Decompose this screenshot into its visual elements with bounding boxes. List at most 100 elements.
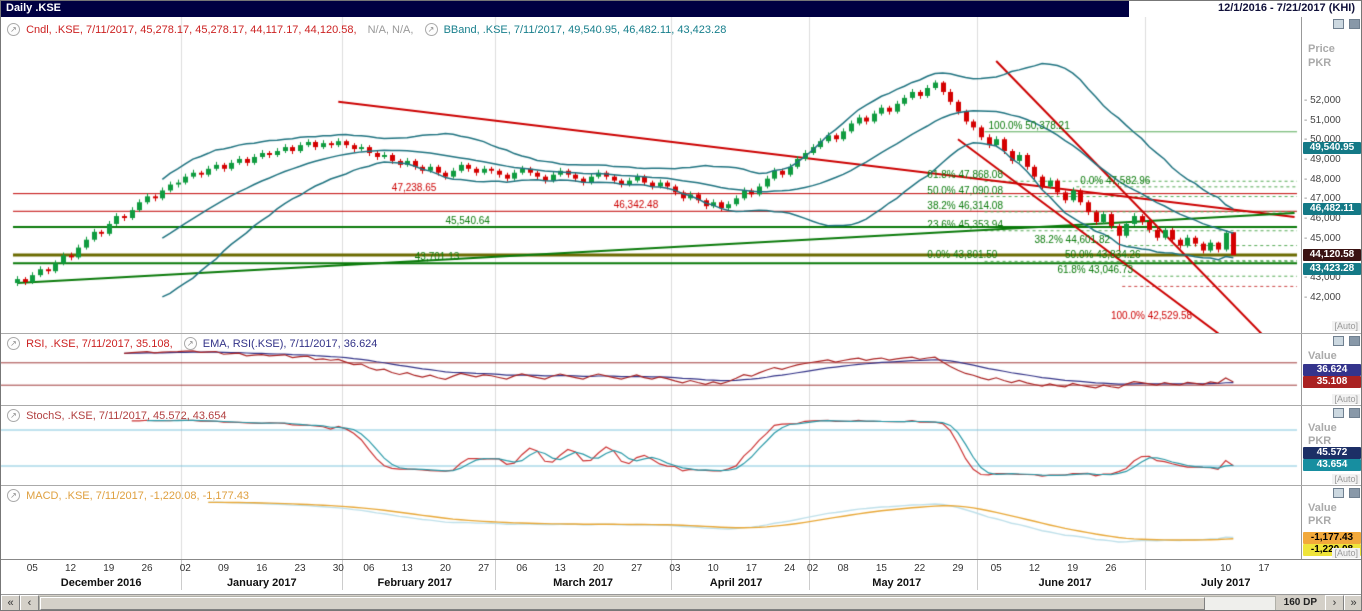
auto-scale-label[interactable]: [Auto] bbox=[1332, 548, 1360, 558]
date-range-label: 12/1/2016 - 7/21/2017 (KHI) bbox=[1218, 2, 1355, 14]
date-tick: 26 bbox=[1105, 563, 1117, 574]
maximize-panel-icon[interactable] bbox=[1332, 19, 1344, 29]
time-axis[interactable]: 05 12 19 26 02 09 16 23 30 06 13 20 27 06 13 20 27 03 10 17… bbox=[1, 559, 1361, 595]
scrollbar-track[interactable] bbox=[39, 596, 1276, 610]
auto-scale-label[interactable]: [Auto] bbox=[1332, 321, 1360, 331]
date-tick: 29 bbox=[952, 563, 964, 574]
month-separator bbox=[671, 560, 672, 590]
auto-scale-label[interactable]: [Auto] bbox=[1332, 394, 1360, 404]
month-label: April 2017 bbox=[709, 577, 763, 589]
date-tick: 05 bbox=[990, 563, 1002, 574]
date-tick: 12 bbox=[64, 563, 77, 574]
date-tick: 09 bbox=[217, 563, 230, 574]
month-label: December 2016 bbox=[60, 577, 142, 589]
maximize-panel-icon[interactable] bbox=[1332, 408, 1344, 418]
maximize-panel-icon[interactable] bbox=[1332, 336, 1344, 346]
stochastic-axis[interactable]: Value PKR 45.572 43.654 [Auto] bbox=[1301, 406, 1361, 486]
date-tick: 27 bbox=[478, 563, 490, 574]
legend-bband[interactable]: BBand, .KSE, 7/11/2017, 49,540.95, 46,48… bbox=[443, 23, 727, 36]
close-panel-icon[interactable] bbox=[1349, 336, 1360, 346]
macd-canvas[interactable] bbox=[1, 486, 1301, 560]
rsi-axis[interactable]: Value 36.624 35.108 [Auto] bbox=[1301, 334, 1361, 406]
date-tick: 23 bbox=[294, 563, 306, 574]
date-tick: 30 bbox=[332, 563, 344, 574]
scroll-left-button[interactable]: ‹ bbox=[20, 595, 39, 610]
rsi-canvas[interactable] bbox=[1, 334, 1301, 406]
legend-ema[interactable]: EMA, RSI(.KSE), 7/11/2017, 36.624 bbox=[202, 337, 378, 350]
data-points-label: 160 DP bbox=[1283, 597, 1317, 608]
stochastic-canvas[interactable] bbox=[1, 406, 1301, 486]
month-separator bbox=[977, 560, 978, 590]
date-tick: 06 bbox=[363, 563, 375, 574]
axis-unit-label: PKR bbox=[1308, 435, 1332, 447]
axis-unit-label: Value bbox=[1308, 422, 1337, 434]
legend-cndl[interactable]: Cndl, .KSE, 7/11/2017, 45,278.17, 45,278… bbox=[26, 23, 357, 36]
date-tick: 27 bbox=[631, 563, 643, 574]
panel-controls bbox=[1331, 336, 1360, 349]
main-chart-panel: ↗ Cndl, .KSE, 7/11/2017, 45,278.17, 45,2… bbox=[1, 17, 1361, 333]
value-badge: 35.108 bbox=[1303, 375, 1361, 388]
scroll-far-left-button[interactable]: « bbox=[1, 595, 20, 610]
indicator-expand-icon[interactable]: ↗ bbox=[183, 337, 197, 350]
stochastic-legend: ↗ StochS, .KSE, 7/11/2017, 45.572, 43.65… bbox=[7, 409, 234, 422]
date-tick: 26 bbox=[141, 563, 153, 574]
legend-stochs[interactable]: StochS, .KSE, 7/11/2017, 45.572, 43.654 bbox=[26, 409, 227, 422]
indicator-expand-icon[interactable]: ↗ bbox=[7, 337, 20, 350]
macd-panel: ↗ MACD, .KSE, 7/11/2017, -1,220.08, -1,1… bbox=[1, 485, 1361, 560]
macd-axis[interactable]: Value PKR -1,177.43-1,220.08 [Auto] bbox=[1301, 486, 1361, 560]
close-panel-icon[interactable] bbox=[1349, 408, 1360, 418]
indicator-expand-icon[interactable]: ↗ bbox=[7, 23, 20, 36]
legend-macd[interactable]: MACD, .KSE, 7/11/2017, -1,220.08, -1,177… bbox=[26, 489, 250, 502]
maximize-panel-icon[interactable] bbox=[1332, 488, 1344, 498]
date-tick: 17 bbox=[745, 563, 757, 574]
price-tick: 51,000 bbox=[1304, 115, 1341, 126]
date-tick: 20 bbox=[592, 563, 604, 574]
scroll-far-right-button[interactable]: » bbox=[1344, 595, 1361, 610]
indicator-expand-icon[interactable]: ↗ bbox=[7, 409, 20, 422]
price-tick: 46,000 bbox=[1304, 213, 1341, 224]
price-tick: 50,000 bbox=[1304, 134, 1341, 145]
close-panel-icon[interactable] bbox=[1349, 488, 1360, 498]
date-tick: 10 bbox=[1220, 563, 1232, 574]
price-tick: 49,000 bbox=[1304, 154, 1341, 165]
indicator-expand-icon[interactable]: ↗ bbox=[7, 489, 20, 502]
panel-controls bbox=[1331, 19, 1360, 32]
scrollbar-thumb[interactable] bbox=[40, 597, 1205, 610]
value-badge: 45.572 bbox=[1303, 447, 1361, 460]
price-tick: 48,000 bbox=[1304, 174, 1341, 185]
value-badge: 43,423.28 bbox=[1303, 262, 1361, 275]
auto-scale-label[interactable]: [Auto] bbox=[1332, 474, 1360, 484]
panel-controls bbox=[1331, 488, 1360, 501]
window-titlebar[interactable]: Daily .KSE 12/1/2016 - 7/21/2017 (KHI) bbox=[1, 1, 1361, 18]
panel-controls bbox=[1331, 408, 1360, 421]
price-tick: 47,000 bbox=[1304, 193, 1341, 204]
price-axis[interactable]: Price PKR 52,000 51,000 50,000 49,000 48,000… bbox=[1301, 17, 1361, 333]
price-tick: 45,000 bbox=[1304, 233, 1341, 244]
month-separator bbox=[342, 560, 343, 590]
date-tick: 17 bbox=[1258, 563, 1270, 574]
month-label: May 2017 bbox=[872, 577, 922, 589]
date-tick: 13 bbox=[554, 563, 566, 574]
month-label: February 2017 bbox=[377, 577, 453, 589]
indicator-expand-icon[interactable]: ↗ bbox=[424, 23, 438, 36]
date-tick: 19 bbox=[103, 563, 115, 574]
axis-unit-label: PKR bbox=[1308, 515, 1332, 527]
main-chart-legend: ↗ Cndl, .KSE, 7/11/2017, 45,278.17, 45,2… bbox=[7, 23, 734, 36]
macd-legend: ↗ MACD, .KSE, 7/11/2017, -1,220.08, -1,1… bbox=[7, 489, 257, 502]
date-tick: 05 bbox=[26, 563, 38, 574]
price-tick: 43,000 bbox=[1304, 272, 1341, 283]
axis-unit-label: Price bbox=[1308, 43, 1335, 55]
close-panel-icon[interactable] bbox=[1349, 19, 1360, 29]
rsi-panel: ↗ RSI, .KSE, 7/11/2017, 35.108, ↗ EMA, R… bbox=[1, 333, 1361, 406]
month-separator bbox=[809, 560, 810, 590]
main-chart-canvas[interactable] bbox=[1, 17, 1301, 333]
date-tick: 24 bbox=[784, 563, 796, 574]
value-badge: 44,120.58 bbox=[1303, 249, 1361, 262]
legend-rsi[interactable]: RSI, .KSE, 7/11/2017, 35.108, bbox=[26, 337, 173, 350]
scroll-right-button[interactable]: › bbox=[1325, 595, 1344, 610]
titlebar-background bbox=[1, 1, 1129, 17]
date-tick: 02 bbox=[179, 563, 191, 574]
horizontal-scrollbar[interactable]: « ‹ 160 DP › » bbox=[1, 594, 1361, 610]
date-tick: 03 bbox=[669, 563, 681, 574]
